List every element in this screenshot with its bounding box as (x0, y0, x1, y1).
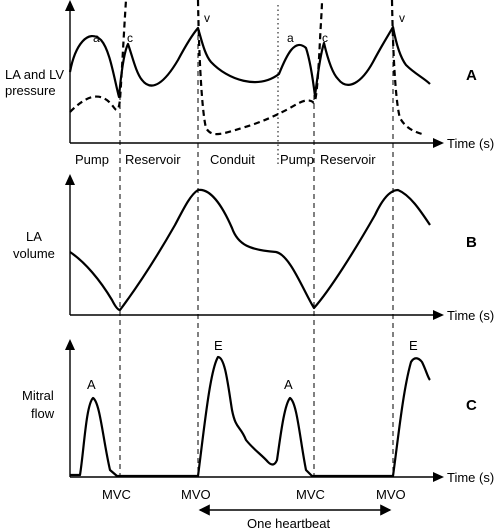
panel-c-ylabel-line2: flow (31, 406, 55, 421)
wave-label-A-1: A (87, 377, 96, 392)
panel-c-label: C (466, 397, 477, 414)
la-pressure-curve (68, 25, 431, 99)
phase-reservoir-2: Reservoir (320, 152, 376, 167)
panel-a-ylabel-line2: pressure (5, 83, 56, 98)
event-mvc-2: MVC (296, 487, 325, 502)
panel-a: LA and LV pressure A Time (s) a c v a c … (5, 0, 494, 151)
panel-b-ylabel-line2: volume (13, 246, 55, 261)
panel-a-xlabel: Time (s) (447, 136, 494, 151)
wave-label-A-2: A (284, 377, 293, 392)
la-volume-curve (69, 188, 431, 312)
panel-a-ylabel-line1: LA and LV (5, 67, 64, 82)
panel-a-x-arrow (433, 138, 444, 148)
panel-a-label: A (466, 67, 477, 84)
lv-pressure-curve (69, 0, 423, 136)
event-mvc-1: MVC (102, 487, 131, 502)
panel-b-xlabel: Time (s) (447, 308, 494, 323)
panel-b: LA volume B Time (s) (13, 174, 494, 323)
wave-label-c-2: c (322, 31, 328, 45)
phase-labels: Pump Reservoir Conduit Pump Reservoir (75, 152, 376, 167)
wave-label-v-1: v (204, 11, 210, 25)
event-mvo-2: MVO (376, 487, 406, 502)
event-guides (119, 5, 394, 477)
phase-pump-1: Pump (75, 152, 109, 167)
wave-label-c-1: c (127, 31, 133, 45)
panel-b-ylabel-line1: LA (26, 229, 42, 244)
heartbeat-label: One heartbeat (247, 516, 331, 531)
wave-label-a-2: a (287, 31, 294, 45)
wave-label-v-2: v (399, 11, 405, 25)
panel-a-y-arrow (65, 0, 75, 11)
panel-c: Mitral flow C Time (s) A E A E MVC MVO M… (22, 338, 494, 531)
panel-c-x-arrow (433, 472, 444, 482)
phase-reservoir-1: Reservoir (125, 152, 181, 167)
panel-b-y-arrow (65, 174, 75, 185)
wave-label-E-2: E (409, 338, 418, 353)
phase-conduit: Conduit (210, 152, 255, 167)
panel-b-label: B (466, 234, 477, 251)
panel-c-xlabel: Time (s) (447, 470, 494, 485)
panel-b-x-arrow (433, 310, 444, 320)
mitral-flow-curve (70, 355, 431, 478)
wave-label-a-1: a (93, 31, 100, 45)
panel-c-ylabel-line1: Mitral (22, 388, 54, 403)
wave-label-E-1: E (214, 338, 223, 353)
event-mvo-1: MVO (181, 487, 211, 502)
panel-c-y-arrow (65, 339, 75, 350)
phase-pump-2: Pump (280, 152, 314, 167)
